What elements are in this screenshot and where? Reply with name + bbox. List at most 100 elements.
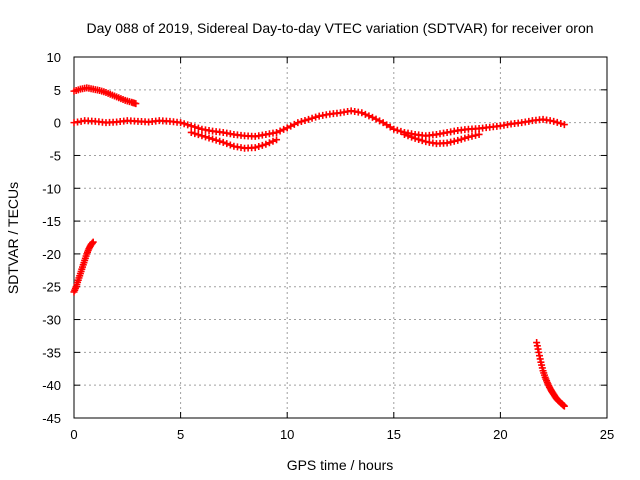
x-axis-label: GPS time / hours (287, 457, 394, 473)
y-tick-label: 0 (54, 116, 61, 131)
y-tick-label: -20 (42, 247, 61, 262)
y-axis-label: SDTVAR / TECUs (5, 182, 21, 294)
y-tick-label: 5 (54, 83, 61, 98)
data-point (269, 137, 277, 145)
data-point (280, 125, 288, 133)
data-point (368, 113, 376, 121)
data-point (365, 112, 373, 120)
x-tick-label: 10 (280, 427, 294, 442)
data-point (198, 132, 206, 140)
data-point (205, 134, 213, 142)
data-point (216, 137, 224, 145)
x-tick-label: 25 (600, 427, 614, 442)
data-point (461, 134, 469, 142)
data-point (372, 115, 380, 123)
data-point (212, 136, 220, 144)
y-tick-label: -10 (42, 181, 61, 196)
data-point (450, 137, 458, 145)
data-point (223, 140, 231, 148)
data-point (358, 109, 366, 117)
x-tick-label: 0 (70, 427, 77, 442)
data-point (550, 117, 558, 125)
series-late-steep (533, 339, 568, 410)
data-point (386, 123, 394, 131)
data-point (226, 141, 234, 149)
data-point (201, 133, 209, 141)
data-point (219, 138, 227, 146)
data-point (262, 140, 270, 148)
data-point (194, 124, 202, 132)
data-point (464, 133, 472, 141)
data-point (255, 142, 263, 150)
data-point (443, 139, 451, 147)
series-upper-arc (70, 84, 140, 108)
data-point (258, 141, 266, 149)
data-point (290, 120, 298, 128)
data-point (454, 136, 462, 144)
data-point (265, 139, 273, 147)
y-tick-label: -45 (42, 411, 61, 426)
data-point (312, 113, 320, 121)
data-point (209, 135, 217, 143)
data-point (177, 119, 185, 127)
series-lower-dip-2 (400, 130, 483, 148)
data-point (418, 137, 426, 145)
data-point (390, 125, 398, 133)
data-point (411, 134, 419, 142)
x-tick-label: 20 (493, 427, 507, 442)
data-point (283, 124, 291, 132)
y-tick-label: -25 (42, 280, 61, 295)
series-main-band (70, 107, 568, 140)
data-point (447, 138, 455, 146)
x-tick-label: 5 (177, 427, 184, 442)
data-point (557, 120, 565, 128)
y-tick-label: -35 (42, 345, 61, 360)
y-tick-label: -5 (49, 148, 61, 163)
data-point (457, 135, 465, 143)
plot-frame (73, 56, 608, 419)
data-point (276, 127, 284, 135)
grid (74, 57, 607, 418)
data-point (194, 131, 202, 139)
data-point (379, 119, 387, 127)
data-point (132, 100, 140, 108)
data-point (305, 115, 313, 123)
data-point (468, 132, 476, 140)
data-point (251, 144, 259, 152)
y-axis-ticks: 10 5 0 -5 -10 -15 -20 -25 -30 -35 -40 -45 (42, 50, 607, 426)
data-point (397, 127, 405, 135)
data-point (287, 122, 295, 130)
y-tick-label: -40 (42, 378, 61, 393)
series-group (70, 84, 568, 410)
data-point (415, 135, 423, 143)
data-point (376, 117, 384, 125)
data-point (297, 118, 305, 126)
data-point (472, 131, 480, 139)
data-point (393, 126, 401, 134)
data-point (187, 122, 195, 130)
data-point (475, 130, 483, 138)
data-point (553, 118, 561, 126)
y-tick-label: 10 (47, 50, 61, 65)
data-point (408, 133, 416, 141)
data-point (560, 402, 568, 410)
data-point (301, 116, 309, 124)
data-point (383, 121, 391, 129)
data-point (273, 136, 281, 144)
data-point (191, 130, 199, 138)
data-point (273, 128, 281, 136)
series-lower-dip (187, 128, 281, 152)
data-point (191, 123, 199, 131)
data-point (89, 238, 97, 246)
data-point (187, 128, 195, 136)
chart-title: Day 088 of 2019, Sidereal Day-to-day VTE… (86, 20, 593, 36)
series-early-steep (70, 238, 97, 296)
data-point (308, 114, 316, 122)
x-axis-ticks: 0 5 10 15 20 25 (70, 57, 614, 442)
data-point (361, 110, 369, 118)
data-point (400, 130, 408, 138)
data-point (560, 121, 568, 129)
x-tick-label: 15 (387, 427, 401, 442)
y-tick-label: -30 (42, 313, 61, 328)
